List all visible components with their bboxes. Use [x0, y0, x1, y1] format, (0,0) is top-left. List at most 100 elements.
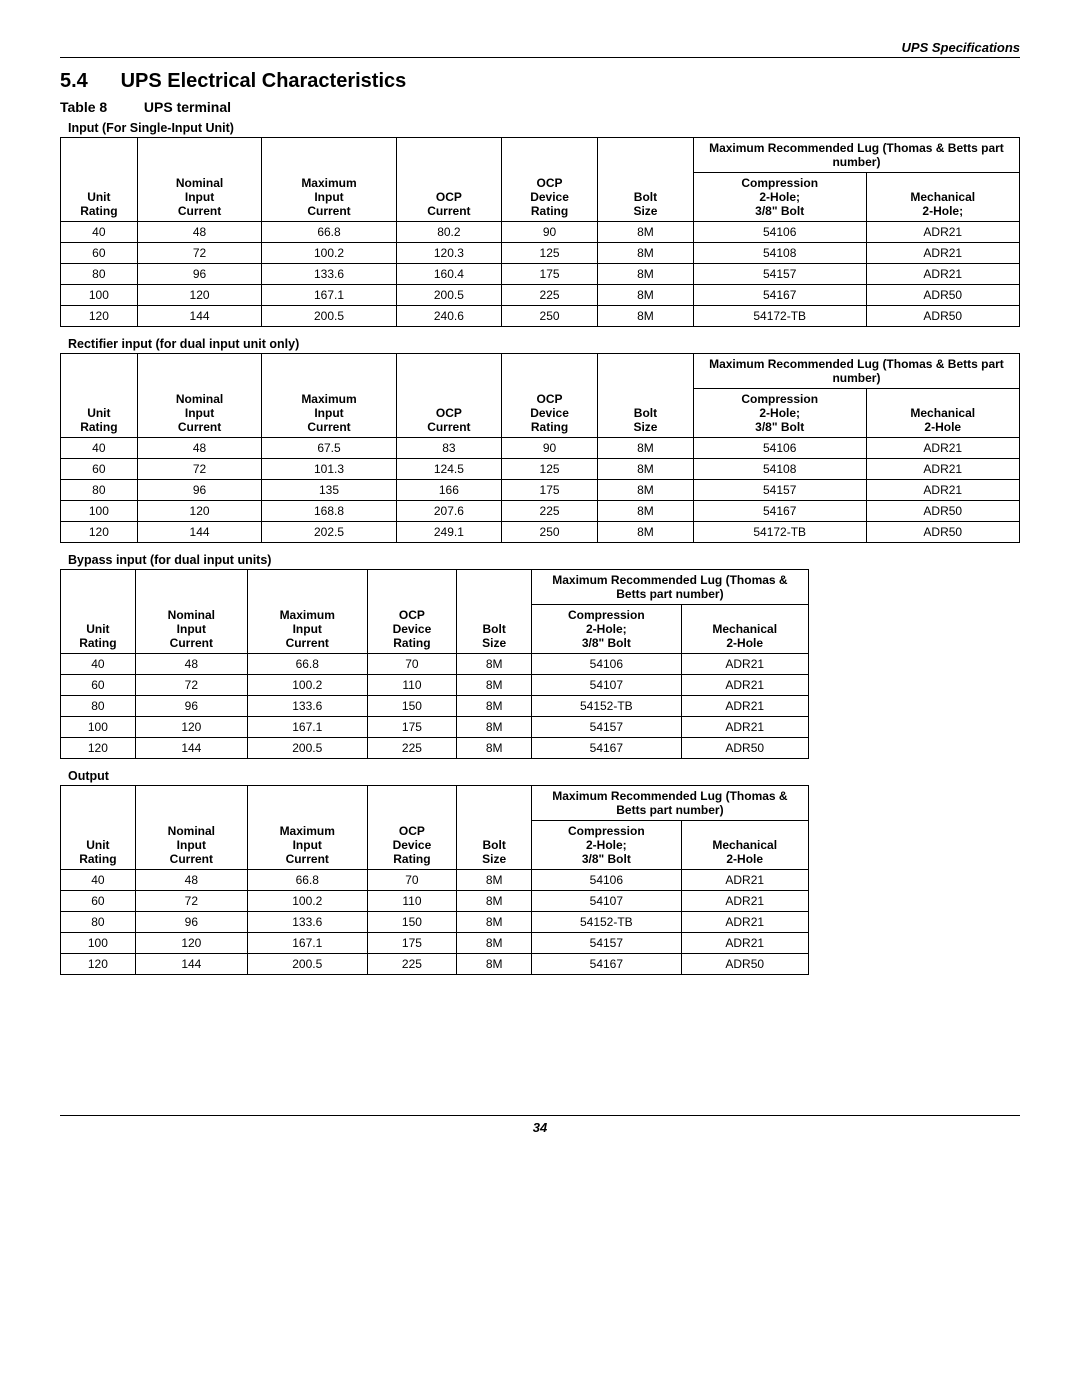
table-cell: ADR50 [866, 501, 1020, 522]
table-row: 8096133.61508M54152-TBADR21 [61, 912, 809, 933]
column-header: Compression2-Hole;3/8" Bolt [532, 605, 682, 654]
table-cell: ADR21 [681, 675, 808, 696]
table-cell: 48 [137, 438, 262, 459]
column-header: Mechanical2-Hole [866, 389, 1020, 438]
table-cell: ADR21 [681, 696, 808, 717]
table-cell: 54108 [693, 243, 866, 264]
table-cell: 60 [61, 243, 138, 264]
column-header: OCPDeviceRating [502, 354, 598, 438]
table-cell: 90 [502, 438, 598, 459]
table-caption: Rectifier input (for dual input unit onl… [68, 337, 1020, 351]
section-title: UPS Electrical Characteristics [121, 70, 407, 92]
column-header: OCPDeviceRating [367, 786, 457, 870]
table-cell: ADR50 [866, 285, 1020, 306]
table-cell: 168.8 [262, 501, 396, 522]
table-row: 8096133.6160.41758M54157ADR21 [61, 264, 1020, 285]
table-cell: 60 [61, 675, 136, 696]
table-cell: 40 [61, 870, 136, 891]
table-cell: 54157 [693, 480, 866, 501]
table-cell: ADR21 [681, 654, 808, 675]
table-cell: 207.6 [396, 501, 501, 522]
table-cell: 96 [135, 912, 247, 933]
table-cell: 80.2 [396, 222, 501, 243]
table-cell: 60 [61, 891, 136, 912]
column-header: Maximum Recommended Lug (Thomas & Betts … [532, 786, 809, 821]
table-cell: 54172-TB [693, 522, 866, 543]
table-row: 100120167.11758M54157ADR21 [61, 717, 809, 738]
table-cell: 54167 [693, 285, 866, 306]
table-cell: 54157 [693, 264, 866, 285]
table-cell: 54152-TB [532, 696, 682, 717]
table-cell: 249.1 [396, 522, 501, 543]
table-cell: 240.6 [396, 306, 501, 327]
table-cell: 200.5 [262, 306, 396, 327]
column-header: NominalInputCurrent [135, 786, 247, 870]
table-cell: ADR50 [866, 306, 1020, 327]
table-cell: ADR50 [681, 738, 808, 759]
table-cell: 8M [598, 480, 694, 501]
table-cell: 250 [502, 522, 598, 543]
table-cell: 54167 [693, 501, 866, 522]
header-text: UPS Specifications [902, 40, 1020, 55]
table-cell: ADR21 [866, 222, 1020, 243]
table-row: 6072100.2120.31258M54108ADR21 [61, 243, 1020, 264]
table-caption: Bypass input (for dual input units) [68, 553, 1020, 567]
column-header: BoltSize [598, 138, 694, 222]
column-header: NominalInputCurrent [137, 354, 262, 438]
table-row: 120144200.52258M54167ADR50 [61, 954, 809, 975]
table-cell: ADR21 [866, 438, 1020, 459]
table-cell: 200.5 [247, 954, 367, 975]
table-cell: 160.4 [396, 264, 501, 285]
table-cell: ADR21 [681, 891, 808, 912]
table-cell: 96 [137, 264, 262, 285]
column-header: OCPDeviceRating [367, 570, 457, 654]
table-name: UPS terminal [144, 99, 231, 115]
page-header: UPS Specifications [60, 40, 1020, 58]
table-cell: 175 [367, 717, 457, 738]
table-cell: 8M [457, 654, 532, 675]
table-cell: 175 [367, 933, 457, 954]
table-cell: ADR50 [866, 522, 1020, 543]
table-cell: 48 [135, 870, 247, 891]
table-cell: ADR21 [681, 912, 808, 933]
table-row: 100120167.1200.52258M54167ADR50 [61, 285, 1020, 306]
table-cell: 144 [137, 522, 262, 543]
table-number: Table 8 [60, 99, 140, 115]
table-cell: 54157 [532, 717, 682, 738]
table-cell: 70 [367, 654, 457, 675]
table-cell: 120.3 [396, 243, 501, 264]
table-cell: 72 [135, 675, 247, 696]
table-cell: 54167 [532, 954, 682, 975]
table-cell: 120 [61, 306, 138, 327]
table-row: 404867.583908M54106ADR21 [61, 438, 1020, 459]
table-cell: 54167 [532, 738, 682, 759]
table-cell: 40 [61, 222, 138, 243]
table-cell: 100 [61, 717, 136, 738]
table-row: 100120168.8207.62258M54167ADR50 [61, 501, 1020, 522]
table-cell: 96 [137, 480, 262, 501]
column-header: UnitRating [61, 138, 138, 222]
table-cell: 48 [137, 222, 262, 243]
table-cell: 8M [457, 912, 532, 933]
table-cell: ADR21 [866, 243, 1020, 264]
table-row: 100120167.11758M54157ADR21 [61, 933, 809, 954]
table-cell: 54106 [693, 438, 866, 459]
table-cell: 167.1 [247, 717, 367, 738]
table-cell: 175 [502, 264, 598, 285]
section-number: 5.4 [60, 70, 115, 93]
table-cell: 125 [502, 243, 598, 264]
column-header: Maximum Recommended Lug (Thomas & Betts … [693, 138, 1019, 173]
table-cell: 66.8 [247, 870, 367, 891]
table-cell: 8M [457, 738, 532, 759]
table-cell: 120 [137, 285, 262, 306]
table-cell: 167.1 [262, 285, 396, 306]
table-cell: ADR21 [866, 459, 1020, 480]
table-row: 6072100.21108M54107ADR21 [61, 675, 809, 696]
table-cell: 225 [367, 738, 457, 759]
table-cell: 120 [135, 933, 247, 954]
column-header: Maximum Recommended Lug (Thomas & Betts … [693, 354, 1019, 389]
table-cell: 8M [598, 306, 694, 327]
table-cell: 80 [61, 912, 136, 933]
column-header: MaximumInputCurrent [247, 570, 367, 654]
table-row: 120144200.5240.62508M54172-TBADR50 [61, 306, 1020, 327]
